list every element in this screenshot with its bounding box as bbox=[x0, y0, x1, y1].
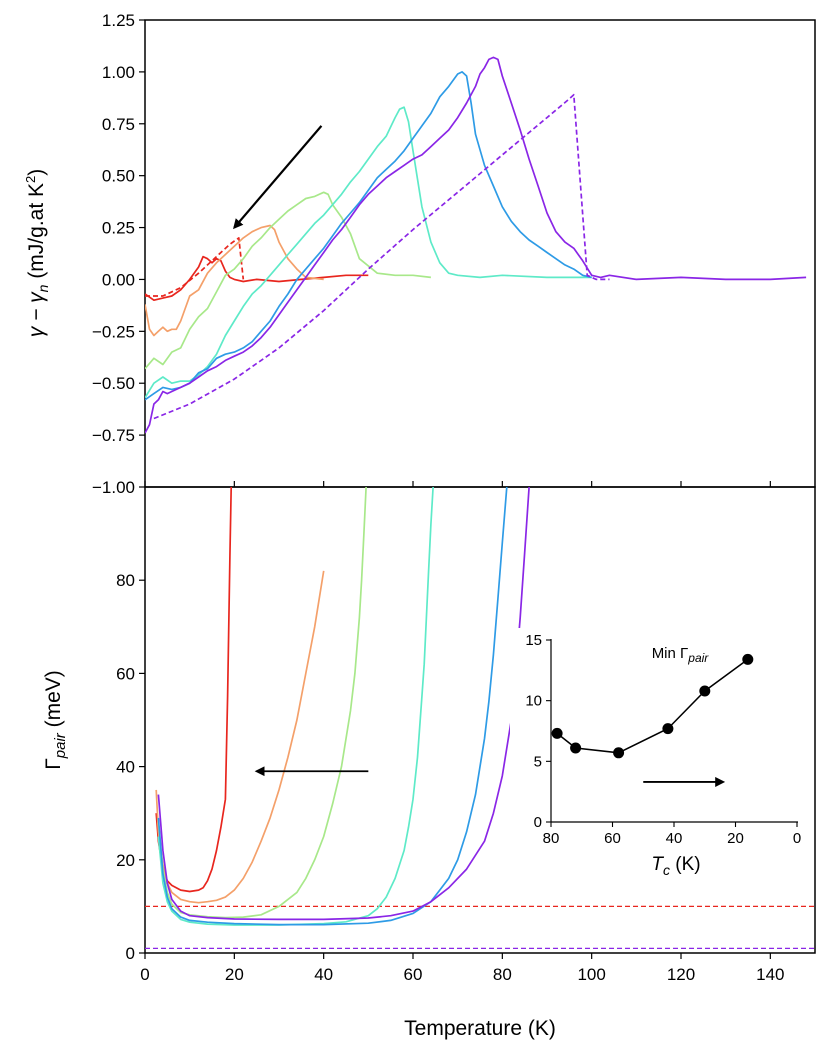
inset-point-2 bbox=[613, 747, 625, 759]
top-series-tc-16k-model bbox=[145, 237, 245, 297]
bottom-y-tick-label-2: 40 bbox=[116, 758, 135, 777]
x-tick-label-100: 100 bbox=[577, 965, 605, 984]
top-series-tc-78k bbox=[145, 56, 807, 434]
inset-chart: 80 60 40 20 0 0 5 10 15 Min Γpair Tc (K) bbox=[510, 628, 810, 878]
top-y-tick-label-5: 0.25 bbox=[102, 219, 135, 238]
top-y-tick-label-3: −0.25 bbox=[92, 322, 135, 341]
x-tick-label-120: 120 bbox=[667, 965, 695, 984]
inset-ticks: 80 60 40 20 0 0 5 10 15 bbox=[525, 632, 801, 847]
inset-y-tick-label-0: 0 bbox=[534, 814, 542, 831]
bottom-panel-frame bbox=[144, 486, 816, 954]
x-axis-label: Temperature (K) bbox=[404, 1017, 556, 1040]
bottom-y-tick-label-3: 60 bbox=[116, 664, 135, 683]
top-y-tick-label-6: 0.50 bbox=[102, 167, 135, 186]
x-axis-ticks: 0 20 40 60 80 100 120 140 bbox=[140, 481, 785, 984]
bottom-series-tc-72k bbox=[157, 487, 508, 926]
top-series-tc-30k bbox=[145, 224, 324, 337]
top-panel-frame bbox=[144, 19, 816, 488]
top-y-tick-label-2: −0.50 bbox=[92, 374, 135, 393]
inset-background bbox=[510, 628, 810, 823]
top-series-tc-58k bbox=[145, 106, 592, 399]
top-y-tick-label-8: 1.00 bbox=[102, 63, 135, 82]
top-y-axis-label: γ − γn (mJ/g.at K2) bbox=[23, 169, 51, 338]
top-panel-arrow bbox=[233, 125, 323, 230]
bottom-y-tick-label-0: 0 bbox=[126, 944, 135, 963]
inset-y-tick-label-5: 5 bbox=[534, 753, 542, 770]
inset-point-4 bbox=[699, 685, 711, 697]
top-series-tc-78k-model bbox=[153, 93, 610, 420]
inset-point-5 bbox=[742, 653, 754, 665]
inset-y-tick-label-10: 10 bbox=[525, 693, 542, 710]
x-tick-label-20: 20 bbox=[225, 965, 244, 984]
top-series-tc-72k bbox=[145, 71, 592, 401]
bottom-series-tc-78k bbox=[157, 487, 530, 921]
top-panel-ticks: −1.00 −0.75 −0.50 −0.25 0.00 0.25 0.50 0.75 1.00… bbox=[92, 11, 145, 497]
inset-x-tick-label-80: 80 bbox=[543, 830, 560, 847]
x-tick-label-40: 40 bbox=[314, 965, 333, 984]
inset-x-tick-label-0: 0 bbox=[793, 830, 801, 847]
inset-x-tick-label-60: 60 bbox=[604, 830, 621, 847]
bottom-y-axis-label: Γpair (meV) bbox=[42, 670, 69, 770]
inset-y-tick-label-15: 15 bbox=[525, 632, 542, 649]
top-panel-series bbox=[145, 56, 807, 434]
inset-x-axis-label: Tc (K) bbox=[651, 854, 700, 878]
inset-title: Min Γpair bbox=[652, 645, 710, 665]
bottom-y-tick-label-4: 80 bbox=[116, 571, 135, 590]
top-series-tc-16k bbox=[145, 255, 369, 302]
bottom-series-tc-16k bbox=[155, 487, 233, 893]
x-tick-label-0: 0 bbox=[140, 965, 149, 984]
bottom-y-tick-label-1: 20 bbox=[116, 851, 135, 870]
bottom-series-tc-30k bbox=[155, 570, 325, 904]
bottom-series-tc-58k bbox=[157, 487, 434, 926]
x-tick-label-140: 140 bbox=[756, 965, 784, 984]
x-tick-label-60: 60 bbox=[404, 965, 423, 984]
top-series-tc-42k bbox=[145, 191, 431, 370]
inset-series bbox=[551, 653, 754, 759]
top-y-tick-label-0: −1.00 bbox=[92, 478, 135, 497]
top-y-tick-label-7: 0.75 bbox=[102, 115, 135, 134]
top-y-tick-label-9: 1.25 bbox=[102, 11, 135, 30]
bottom-series-tc-42k bbox=[157, 487, 367, 919]
inset-point-1 bbox=[570, 742, 582, 754]
x-tick-label-80: 80 bbox=[493, 965, 512, 984]
inset-x-tick-label-40: 40 bbox=[666, 830, 683, 847]
top-y-tick-label-1: −0.75 bbox=[92, 426, 135, 445]
bottom-panel-series bbox=[145, 487, 815, 949]
inset-x-tick-label-20: 20 bbox=[727, 830, 744, 847]
top-y-tick-label-4: 0.00 bbox=[102, 270, 135, 289]
bottom-panel-ticks: 0 20 40 60 80 bbox=[116, 571, 145, 963]
inset-point-0 bbox=[551, 727, 563, 739]
inset-point-3 bbox=[662, 723, 674, 735]
